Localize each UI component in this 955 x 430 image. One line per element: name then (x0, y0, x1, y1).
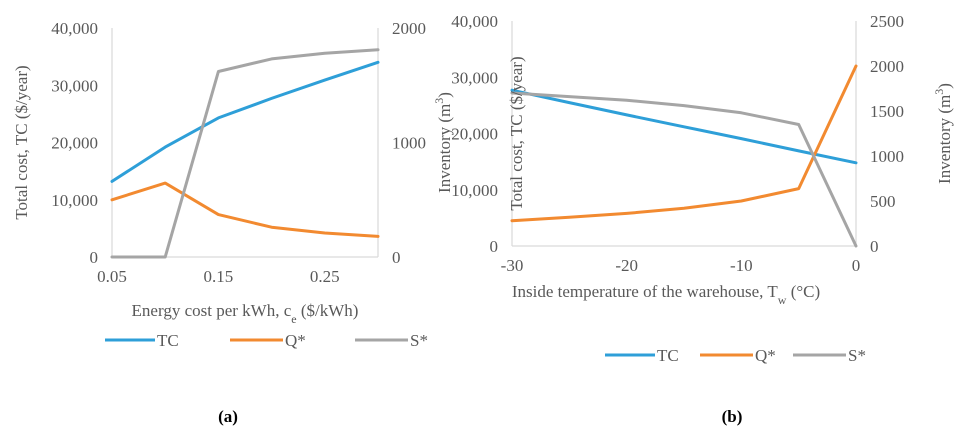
y2-tick-label: 500 (870, 192, 896, 211)
y2-axis-title-main: Inventory (m (935, 95, 954, 184)
y-tick-label: 0 (490, 237, 499, 256)
chart-panel-b: 0 10,000 20,000 30,000 40,000 0 500 1000 1500 200… (451, 12, 954, 426)
y2-axis-title-sup: 3 (432, 98, 446, 104)
series-line-s-star (510, 91, 858, 248)
x-axis-title-suffix: ($/kWh) (297, 301, 359, 320)
y2-tick-label: 1000 (392, 134, 426, 153)
legend-label: S* (848, 346, 866, 365)
y2-axis-title-main: Inventory (m (435, 104, 454, 193)
y-axis-title: Total cost, TC ($/year) (12, 65, 31, 219)
legend-label: TC (657, 346, 679, 365)
y2-tick-label: 0 (392, 248, 401, 267)
series-line-tc (110, 60, 380, 183)
y2-tick-label: 2500 (870, 12, 904, 31)
x-axis-title-suffix: (°C) (786, 282, 820, 301)
y-tick-label: 20,000 (51, 134, 98, 153)
chart-panel-a: 0 10,000 20,000 30,000 40,000 0 1000 2000 0.05 0.… (12, 19, 454, 426)
y2-tick-label: 2000 (870, 57, 904, 76)
x-axis-title: Inside temperature of the warehouse, Tw … (512, 282, 820, 307)
y-tick-label: 0 (90, 248, 99, 267)
x-tick-label: 0.25 (310, 267, 340, 286)
x-axis-title: Energy cost per kWh, ce ($/kWh) (132, 301, 359, 326)
panel-label: (a) (218, 407, 238, 426)
series-line-q-star (110, 181, 380, 238)
y-tick-label: 30,000 (51, 76, 98, 95)
x-axis-title-main: Energy cost per kWh, c (132, 301, 292, 320)
x-tick-label: 0.15 (204, 267, 234, 286)
y-tick-label: 40,000 (51, 19, 98, 38)
y2-tick-label: 0 (870, 237, 879, 256)
y2-axis-title: Inventory (m3) (932, 83, 954, 184)
x-tick-label: 0.05 (97, 267, 127, 286)
legend-label: TC (157, 331, 179, 350)
x-tick-label: 0 (852, 256, 861, 275)
y2-axis-title-suffix: ) (435, 92, 454, 98)
x-tick-label: -20 (615, 256, 638, 275)
y-tick-label: 20,000 (451, 125, 498, 144)
legend-label: S* (410, 331, 428, 350)
y-tick-label: 30,000 (451, 68, 498, 87)
y2-tick-label: 2000 (392, 19, 426, 38)
legend-label: Q* (755, 346, 776, 365)
y2-tick-label: 1000 (870, 147, 904, 166)
x-axis-title-sub: e (291, 312, 296, 326)
y2-axis-title: Inventory (m3) (432, 92, 454, 193)
x-axis-title-sub: w (778, 293, 787, 307)
x-tick-label: -10 (730, 256, 753, 275)
y-tick-label: 10,000 (451, 181, 498, 200)
series-line-tc (510, 88, 858, 165)
legend-label: Q* (285, 331, 306, 350)
panel-label: (b) (722, 407, 743, 426)
y2-tick-label: 1500 (870, 102, 904, 121)
y2-axis-title-suffix: ) (935, 83, 954, 89)
y2-axis-title-sup: 3 (932, 89, 946, 95)
y-tick-label: 10,000 (51, 191, 98, 210)
series-line-q-star (510, 64, 858, 223)
series-line-s-star (110, 48, 380, 259)
y-tick-label: 40,000 (451, 12, 498, 31)
y-axis-title: Total cost, TC ($/year) (507, 56, 526, 210)
x-tick-label: -30 (501, 256, 524, 275)
x-axis-title-main: Inside temperature of the warehouse, T (512, 282, 779, 301)
